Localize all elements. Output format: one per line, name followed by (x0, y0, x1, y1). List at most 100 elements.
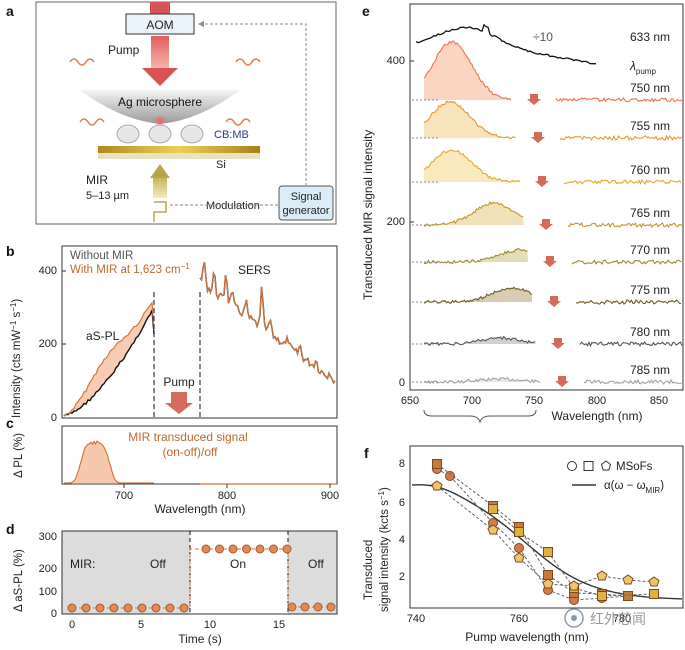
pump-position-arrow (551, 338, 565, 349)
off-label-1: Off (150, 557, 166, 571)
xtick-c-800: 800 (218, 490, 236, 502)
pump-trace-line (423, 201, 524, 227)
panel-e-axes (409, 3, 684, 391)
pump-arrowhead (142, 68, 178, 86)
ytick-f-2: 2 (399, 571, 405, 583)
pump-trace-line (424, 248, 528, 265)
msofs-series (431, 459, 660, 605)
pump-wavelength-label: 765 nm (630, 206, 670, 220)
watermark-text: 红外芯闻 (590, 611, 646, 627)
panel-d-time-trace: d MIR: Off On Off 0 100 200 300 0 5 10 1… (6, 521, 338, 646)
pump-trace-line (423, 149, 521, 183)
msofs-point (513, 552, 525, 563)
panel-e-ylabel: Transduced MIR signal intensity (361, 130, 375, 300)
mir-state-label: MIR: (70, 557, 95, 571)
pump-trace-line (563, 178, 682, 185)
mir-label: MIR (86, 173, 108, 187)
gold-film (98, 146, 260, 153)
pump-trace-fill (424, 202, 524, 226)
ytick-e-0: 0 (399, 377, 405, 389)
aspl-difference-fill (64, 302, 154, 417)
panel-d-ylabel: Δ aS-PL (%) (13, 549, 25, 612)
spectrum-with-mir (63, 262, 336, 417)
msofs-point (543, 547, 553, 557)
ytick-e-400: 400 (387, 55, 405, 67)
xtick-c-700: 700 (115, 490, 133, 502)
mir-beam (153, 178, 167, 198)
pump-trace-line (571, 259, 682, 265)
msofs-point (568, 580, 580, 591)
modulation-wave (153, 201, 167, 222)
xtick-f-740: 740 (407, 613, 425, 625)
pump-trace-line (423, 286, 533, 304)
msofs-point (431, 480, 443, 491)
msofs-point (488, 504, 498, 514)
xtick-d-15: 15 (273, 619, 285, 631)
pump-trace-fill (424, 248, 528, 264)
signal-generator-label-1: Signal (291, 191, 322, 203)
molecule-layer (116, 124, 204, 144)
panel-label-c: c (6, 415, 14, 431)
bracket (423, 409, 537, 424)
sers-label: SERS (238, 263, 271, 277)
ytick-f-4: 4 (399, 534, 405, 546)
panel-label-e: e (362, 3, 370, 19)
ytick-e-200: 200 (387, 216, 405, 228)
signal-generator-label-2: generator (282, 205, 329, 217)
panel-f-xlabel: Pump wavelength (nm) (465, 630, 588, 644)
panel-d-yticks: 0 100 200 300 (39, 531, 57, 620)
panel-f-ylabel-1: Transduced (363, 540, 375, 600)
panel-b-yticks: 0 200 400 (39, 265, 66, 424)
alpha-curve (411, 484, 683, 600)
panel-e-xlabel: Wavelength (nm) (552, 409, 643, 423)
time-point (300, 602, 310, 612)
pump-trace-fill (424, 41, 512, 101)
pump-trace-line (575, 298, 682, 305)
hotspot (154, 115, 166, 127)
mir-transduced-label-1: MIR transduced signal (128, 430, 247, 444)
aom-box (125, 13, 195, 35)
panel-b-ylabel: Intensity (cts mW−1 s−1) (9, 299, 23, 418)
ytick-b-400: 400 (39, 265, 57, 277)
mir-transduced-label-2: (on-off)/off (163, 445, 219, 459)
msofs-point (514, 527, 524, 537)
on-label: On (230, 557, 246, 571)
aspl-label: aS-PL (86, 329, 120, 343)
xtick-e-650: 650 (401, 395, 419, 407)
time-point (151, 603, 161, 613)
ref-633-label: 633 nm (630, 30, 670, 44)
panel-f-ylabel-2: signal intensity (kcts s−1) (377, 487, 391, 612)
pump-label-a: Pump (108, 43, 140, 57)
msofs-point (648, 576, 660, 587)
msofs-point (623, 591, 633, 601)
on-region (190, 531, 288, 614)
xtick-e-700: 700 (463, 395, 481, 407)
pump-wavelength-label: 785 nm (630, 363, 670, 377)
pump-trace-fill (424, 149, 520, 183)
time-point (282, 544, 292, 554)
time-point (67, 603, 77, 613)
pump-trace-line (423, 335, 536, 347)
msofs-point (649, 589, 659, 599)
mir-range-label: 5–13 µm (86, 190, 129, 202)
pump-trace-fill (424, 377, 540, 384)
si-label: Si (216, 159, 226, 171)
msofs-point (445, 471, 455, 481)
panel-b-spectra: b Pump aS-PL SERS Without MIR With MIR a… (6, 243, 338, 424)
xtick-d-10: 10 (204, 619, 216, 631)
time-point (165, 603, 175, 613)
pump-trace-fill (424, 287, 532, 304)
legend-msofs: MSoFs (616, 461, 653, 473)
emission-squiggles (69, 58, 261, 126)
msofs-point (514, 543, 524, 553)
modulation-label: Modulation (206, 200, 260, 212)
pump-wavelength-label: 750 nm (630, 81, 670, 95)
pump-trace-line (423, 40, 512, 101)
panel-f-legend: MSoFs α(ω − ωMIR) (567, 460, 664, 495)
pump-traces: 750 nm 755 nm 760 nm 765 nm 770 nm 775 nm 780 … (412, 40, 683, 387)
msofs-point (432, 459, 442, 469)
time-point (137, 603, 147, 613)
time-point (123, 603, 133, 613)
panel-d-axes (61, 530, 338, 615)
